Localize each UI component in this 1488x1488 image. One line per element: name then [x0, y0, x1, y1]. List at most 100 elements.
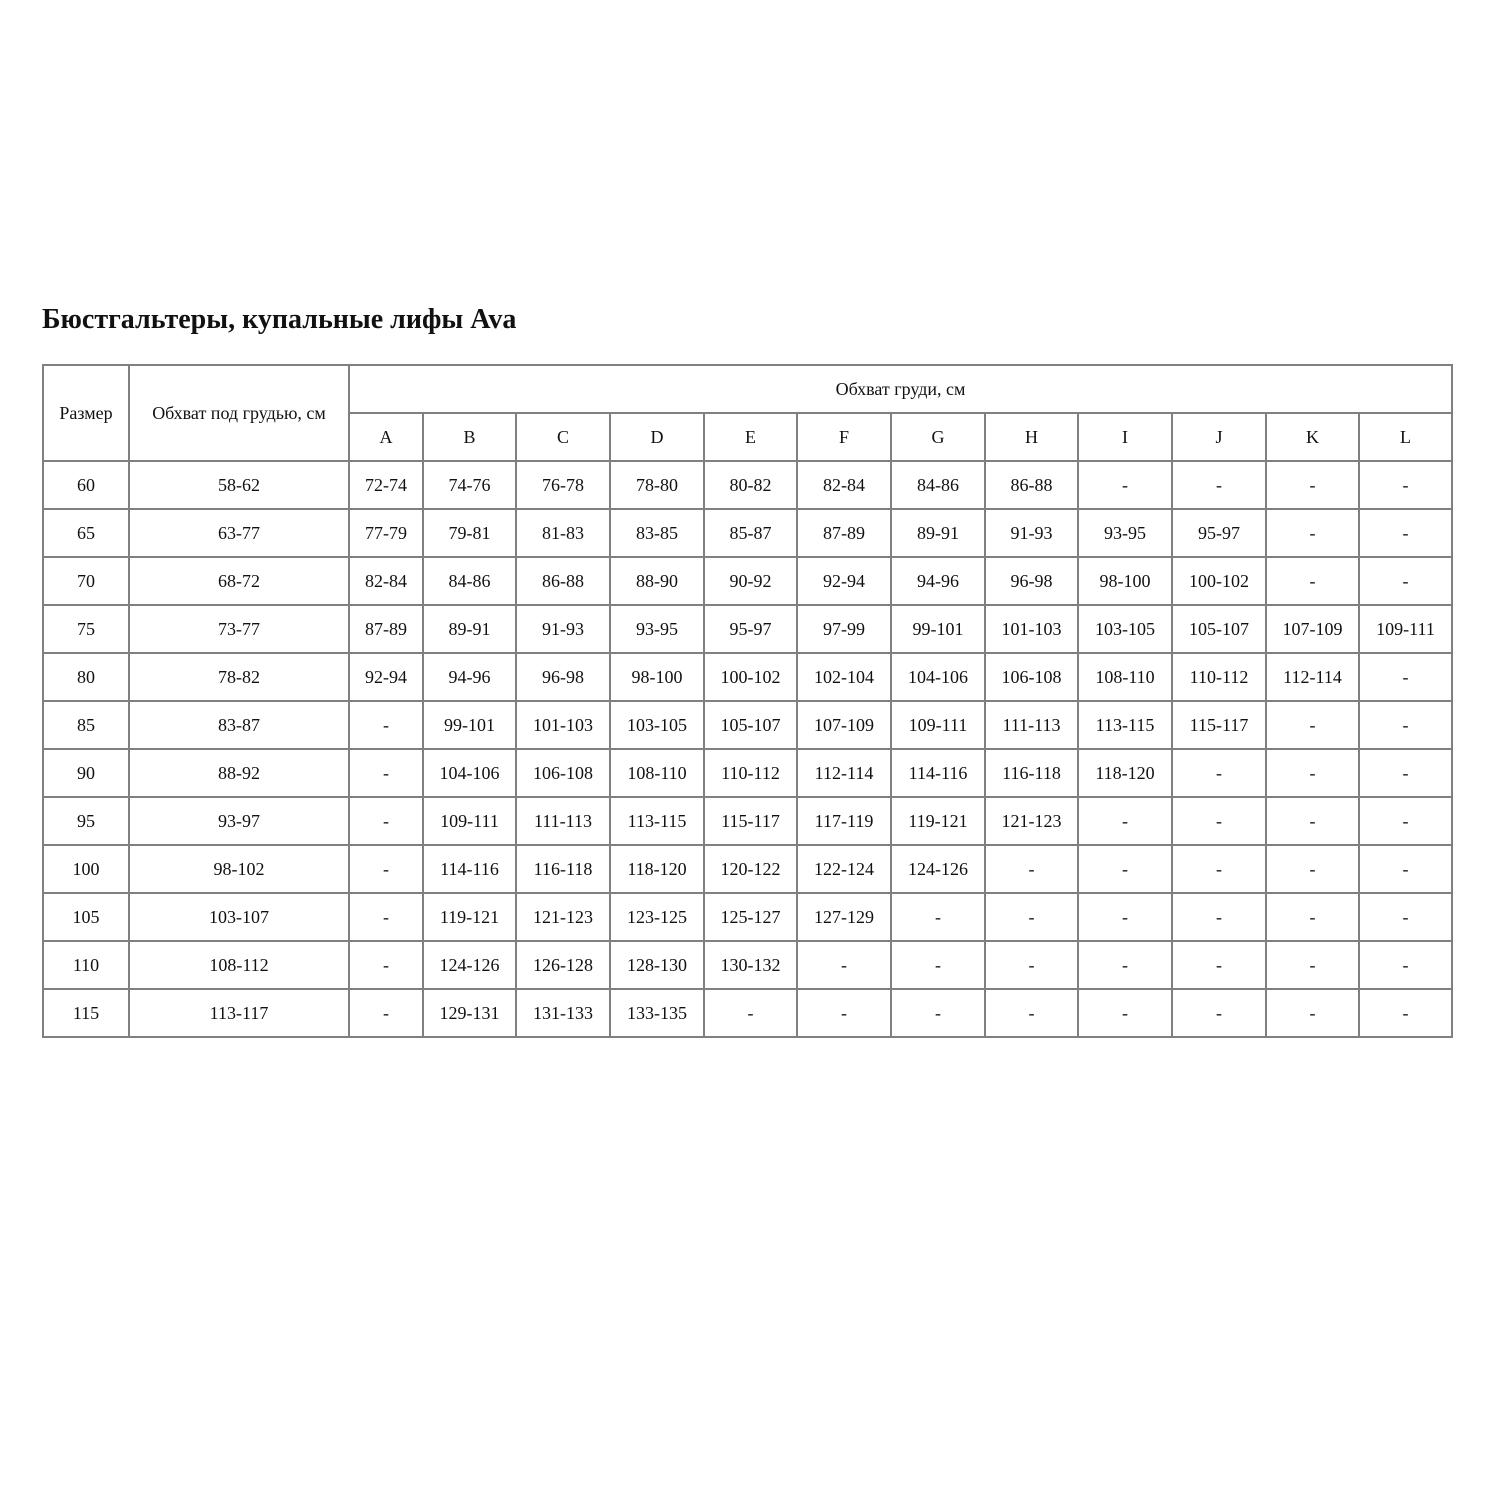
bust-cell: -	[1358, 652, 1453, 702]
bust-cell: -	[348, 700, 424, 750]
bust-cell: -	[1077, 460, 1173, 510]
bust-cell: 79-81	[422, 508, 517, 558]
bust-cell: -	[703, 988, 798, 1038]
table-row: 90 88-92-104-106 106-108 108-110 110-112 112-…	[42, 748, 1453, 798]
bust-cell: 95-97	[703, 604, 798, 654]
size-cell: 95	[42, 796, 130, 846]
bust-cell: -	[1171, 988, 1267, 1038]
bust-cell: 93-95	[609, 604, 705, 654]
bust-cell: -	[796, 988, 892, 1038]
bust-cell: 86-88	[515, 556, 611, 606]
underbust-cell: 93-97	[128, 796, 350, 846]
size-cell: 90	[42, 748, 130, 798]
underbust-cell: 98-102	[128, 844, 350, 894]
bust-cell: 94-96	[422, 652, 517, 702]
bust-cell: 91-93	[984, 508, 1079, 558]
bust-cell: 107-109	[796, 700, 892, 750]
bust-cell: 108-110	[609, 748, 705, 798]
table-row: 70 68-72 82-84 84-86 86-88 88-90 90-92 92-94 94-…	[42, 556, 1453, 606]
bust-cell: -	[348, 748, 424, 798]
size-chart-table: Размер Обхват под грудью, см Обхват груд…	[42, 364, 1453, 1038]
bust-cell: -	[1077, 940, 1173, 990]
bust-cell: 128-130	[609, 940, 705, 990]
underbust-cell: 113-117	[128, 988, 350, 1038]
size-header: Размер	[42, 364, 130, 462]
bust-cell: 89-91	[890, 508, 986, 558]
bust-cell: 103-105	[609, 700, 705, 750]
cup-header: I	[1077, 412, 1173, 462]
size-cell: 65	[42, 508, 130, 558]
bust-header: Обхват груди, см	[348, 364, 1453, 414]
bust-cell: 122-124	[796, 844, 892, 894]
bust-cell: 95-97	[1171, 508, 1267, 558]
cup-header: D	[609, 412, 705, 462]
bust-cell: 117-119	[796, 796, 892, 846]
bust-cell: -	[1358, 556, 1453, 606]
bust-cell: -	[890, 940, 986, 990]
bust-cell: 108-110	[1077, 652, 1173, 702]
bust-cell: 111-113	[515, 796, 611, 846]
bust-cell: 92-94	[348, 652, 424, 702]
underbust-cell: 73-77	[128, 604, 350, 654]
bust-cell: 72-74	[348, 460, 424, 510]
bust-cell: -	[1265, 940, 1360, 990]
bust-cell: 127-129	[796, 892, 892, 942]
bust-cell: -	[1171, 460, 1267, 510]
bust-cell: -	[1265, 700, 1360, 750]
bust-cell: 99-101	[422, 700, 517, 750]
bust-cell: 104-106	[890, 652, 986, 702]
bust-cell: -	[984, 844, 1079, 894]
bust-cell: 102-104	[796, 652, 892, 702]
bust-cell: 124-126	[890, 844, 986, 894]
bust-cell: 74-76	[422, 460, 517, 510]
bust-cell: -	[1265, 556, 1360, 606]
bust-cell: 100-102	[703, 652, 798, 702]
bust-cell: 106-108	[515, 748, 611, 798]
bust-cell: 97-99	[796, 604, 892, 654]
bust-cell: 115-117	[1171, 700, 1267, 750]
bust-cell: 124-126	[422, 940, 517, 990]
bust-cell: 78-80	[609, 460, 705, 510]
page-title: Бюстгальтеры, купальные лифы Ava	[42, 304, 517, 335]
bust-cell: 119-121	[890, 796, 986, 846]
bust-cell: 116-118	[984, 748, 1079, 798]
size-cell: 105	[42, 892, 130, 942]
bust-cell: -	[348, 940, 424, 990]
size-cell: 70	[42, 556, 130, 606]
table-row: 100 98-102-114-116 116-118 118-120 120-122 12…	[42, 844, 1453, 894]
bust-cell: -	[1265, 892, 1360, 942]
bust-cell: 76-78	[515, 460, 611, 510]
bust-cell: -	[1358, 508, 1453, 558]
bust-cell: 98-100	[1077, 556, 1173, 606]
bust-cell: 89-91	[422, 604, 517, 654]
cup-header: F	[796, 412, 892, 462]
bust-cell: 84-86	[890, 460, 986, 510]
bust-cell: 104-106	[422, 748, 517, 798]
bust-cell: 116-118	[515, 844, 611, 894]
bust-cell: 92-94	[796, 556, 892, 606]
size-cell: 115	[42, 988, 130, 1038]
bust-cell: 103-105	[1077, 604, 1173, 654]
bust-cell: -	[1265, 508, 1360, 558]
bust-cell: 93-95	[1077, 508, 1173, 558]
underbust-cell: 108-112	[128, 940, 350, 990]
bust-cell: -	[1077, 988, 1173, 1038]
table-row: 60 58-62 72-74 74-76 76-78 78-80 80-82 82-84 84-…	[42, 460, 1453, 510]
bust-cell: 121-123	[984, 796, 1079, 846]
bust-cell: 101-103	[515, 700, 611, 750]
cup-header: G	[890, 412, 986, 462]
bust-cell: 96-98	[984, 556, 1079, 606]
bust-cell: 105-107	[1171, 604, 1267, 654]
bust-cell: -	[1265, 796, 1360, 846]
cup-header: C	[515, 412, 611, 462]
bust-cell: -	[348, 892, 424, 942]
cup-header: L	[1358, 412, 1453, 462]
bust-cell: -	[890, 988, 986, 1038]
size-cell: 75	[42, 604, 130, 654]
bust-cell: 98-100	[609, 652, 705, 702]
bust-cell: -	[890, 892, 986, 942]
bust-cell: -	[1265, 460, 1360, 510]
underbust-cell: 63-77	[128, 508, 350, 558]
bust-cell: 115-117	[703, 796, 798, 846]
table-row: 80 78-82 92-94 94-96 96-98 98-100 100-102 102-1…	[42, 652, 1453, 702]
